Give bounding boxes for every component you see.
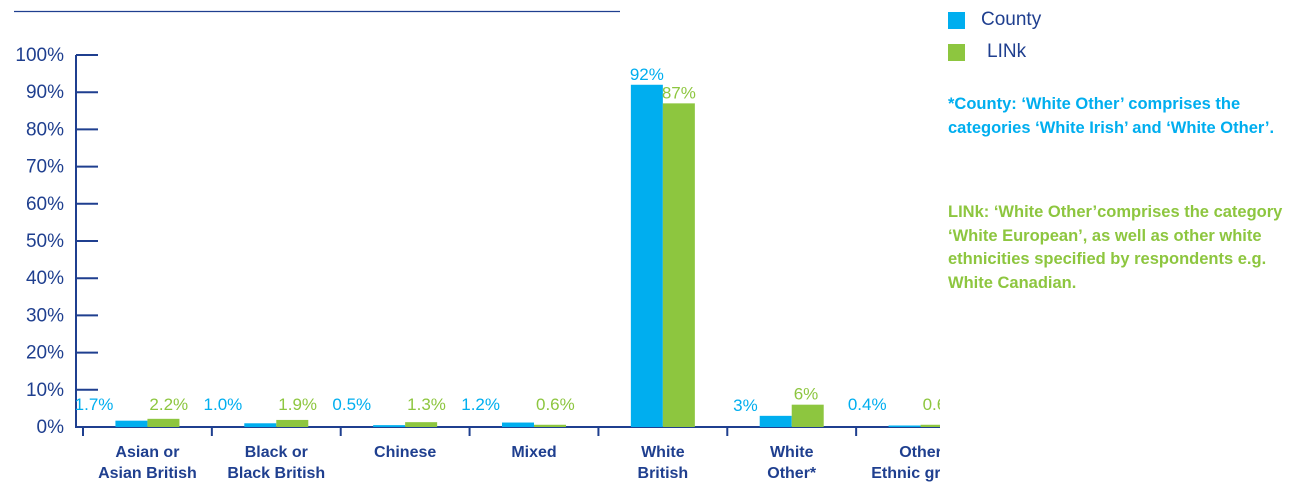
data-label-county: 3% <box>733 396 758 415</box>
x-category-label: White <box>770 444 814 461</box>
y-tick-label: 100% <box>15 45 64 66</box>
y-tick-label: 10% <box>26 380 64 401</box>
x-category-label: Other <box>899 444 940 461</box>
y-tick-label: 70% <box>26 157 64 178</box>
x-category-label: Mixed <box>511 444 556 461</box>
y-tick-label: 90% <box>26 82 64 103</box>
legend-label-link: LINk <box>987 41 1027 62</box>
legend-item-county: County <box>948 4 1298 36</box>
y-tick-label: 50% <box>26 231 64 252</box>
x-category-label: Other* <box>767 465 817 482</box>
data-label-link: 87% <box>662 83 696 102</box>
bar-link <box>276 419 309 427</box>
bar-county <box>373 425 406 427</box>
bar-link <box>405 422 438 427</box>
data-label-link: 0.6% <box>923 395 940 414</box>
x-category-label: Black or <box>245 444 308 461</box>
chart-legend: County LINk <box>948 4 1298 68</box>
bar-link <box>534 424 566 427</box>
data-label-link: 2.2% <box>149 395 188 414</box>
link-swatch-icon <box>948 43 965 61</box>
data-label-link: 1.9% <box>278 395 317 414</box>
x-category-label: Asian British <box>98 465 197 482</box>
data-label-county: 1.0% <box>204 395 243 414</box>
data-label-county: 1.2% <box>461 395 500 414</box>
data-label-link: 0.6% <box>536 395 575 414</box>
x-category-label: White <box>641 444 685 461</box>
legend-item-link: LINk <box>948 36 1298 68</box>
y-tick-label: 40% <box>26 268 64 289</box>
bar-county <box>502 422 534 427</box>
bar-county <box>115 420 148 427</box>
x-category-label: Black British <box>227 465 325 482</box>
bar-county <box>630 84 663 427</box>
data-label-county: 92% <box>630 65 664 84</box>
legend-label-county: County <box>981 9 1042 30</box>
bar-link <box>791 404 824 427</box>
y-tick-label: 0% <box>37 417 65 438</box>
data-label-county: 1.7% <box>75 395 114 414</box>
y-tick-label: 30% <box>26 305 64 326</box>
y-tick-label: 80% <box>26 119 64 140</box>
x-category-label: British <box>638 465 689 482</box>
x-category-label: Asian or <box>115 444 179 461</box>
ethnicity-bar-chart: 0% 10% 20% 30% 40% 50% 60% 70% 80% 90% 100% 1.7% 2.2… <box>14 10 940 482</box>
link-footnote: LINk: ‘White Other’comprises the categor… <box>948 203 1283 292</box>
data-label-county: 0.5% <box>332 395 371 414</box>
x-category-label: Ethnic group <box>871 465 940 482</box>
bar-link <box>662 103 695 428</box>
data-label-link: 1.3% <box>407 395 446 414</box>
county-swatch-icon <box>948 11 965 29</box>
y-tick-label: 20% <box>26 343 64 364</box>
data-label-link: 6% <box>794 385 819 404</box>
bar-county <box>244 423 277 427</box>
x-category-label: Chinese <box>374 444 436 461</box>
data-label-county: 0.4% <box>848 395 887 414</box>
county-footnote: *County: ‘White Other’ comprises the cat… <box>948 95 1275 137</box>
y-tick-label: 60% <box>26 194 64 215</box>
bar-link <box>920 424 940 427</box>
bar-county <box>759 415 792 427</box>
bar-county <box>888 425 921 427</box>
bar-link <box>147 418 180 427</box>
